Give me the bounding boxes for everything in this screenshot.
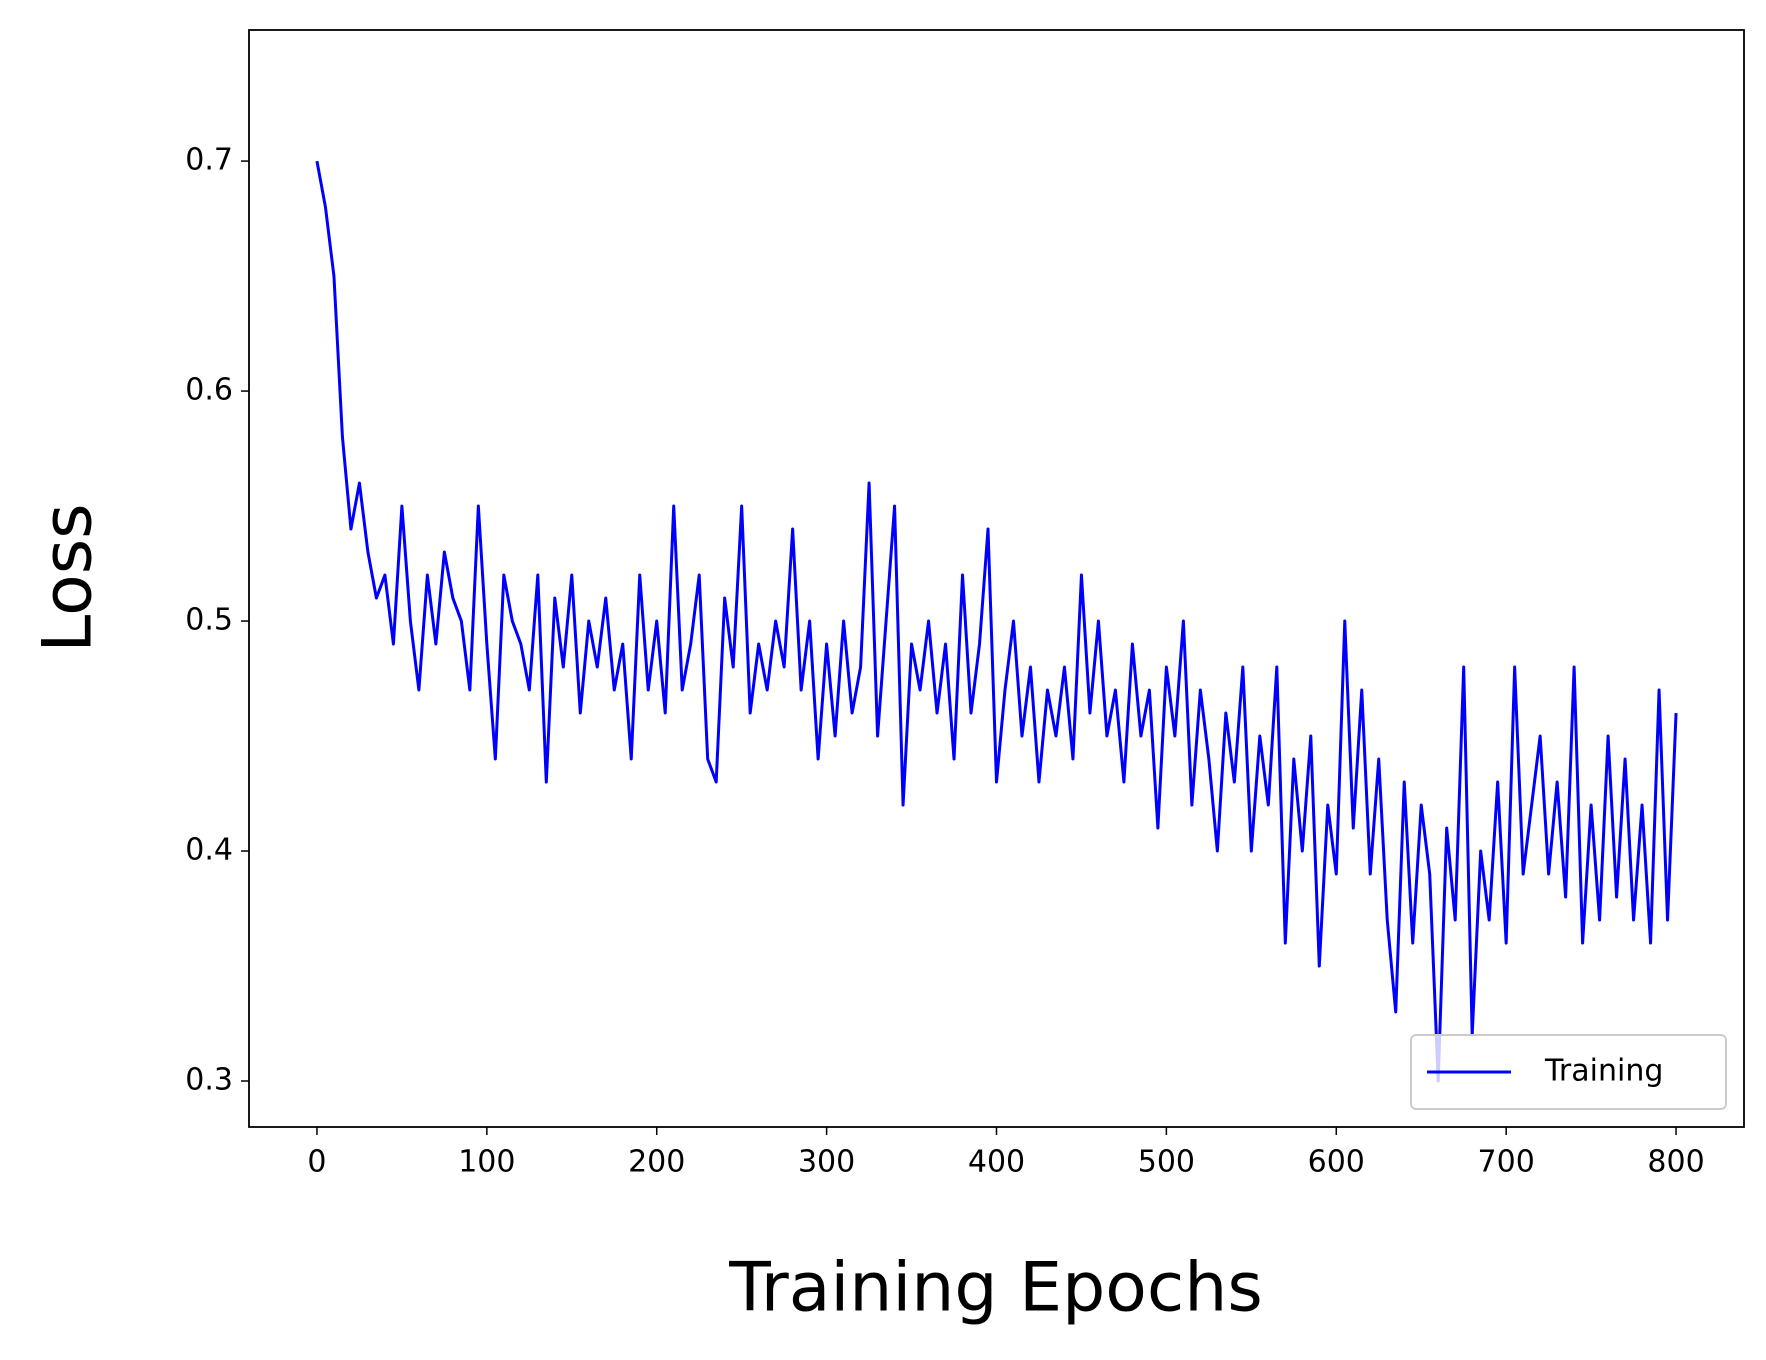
x-tick-label: 700 (1478, 1145, 1535, 1180)
y-tick-label: 0.5 (185, 603, 233, 638)
x-tick-label: 600 (1308, 1145, 1365, 1180)
plot-frame (248, 29, 1745, 1128)
x-tick-label: 200 (628, 1145, 685, 1180)
x-tick-label: 100 (458, 1145, 515, 1180)
y-axis-label: Loss (29, 503, 108, 652)
loss-line (315, 160, 1678, 1083)
legend-label: Training (1544, 1054, 1663, 1089)
y-tick-label: 0.3 (185, 1063, 233, 1098)
y-tick-label: 0.4 (185, 833, 233, 868)
x-tick-label: 300 (798, 1145, 855, 1180)
x-tick-label: 500 (1138, 1145, 1195, 1180)
y-tick-label: 0.6 (185, 373, 233, 408)
legend-box (1410, 1034, 1727, 1110)
x-tick-label: 0 (307, 1145, 326, 1180)
y-tick-label: 0.7 (185, 143, 233, 178)
x-tick-label: 800 (1647, 1145, 1704, 1180)
x-tick-label: 400 (968, 1145, 1025, 1180)
x-axis-label: Training Epochs (728, 1249, 1263, 1328)
